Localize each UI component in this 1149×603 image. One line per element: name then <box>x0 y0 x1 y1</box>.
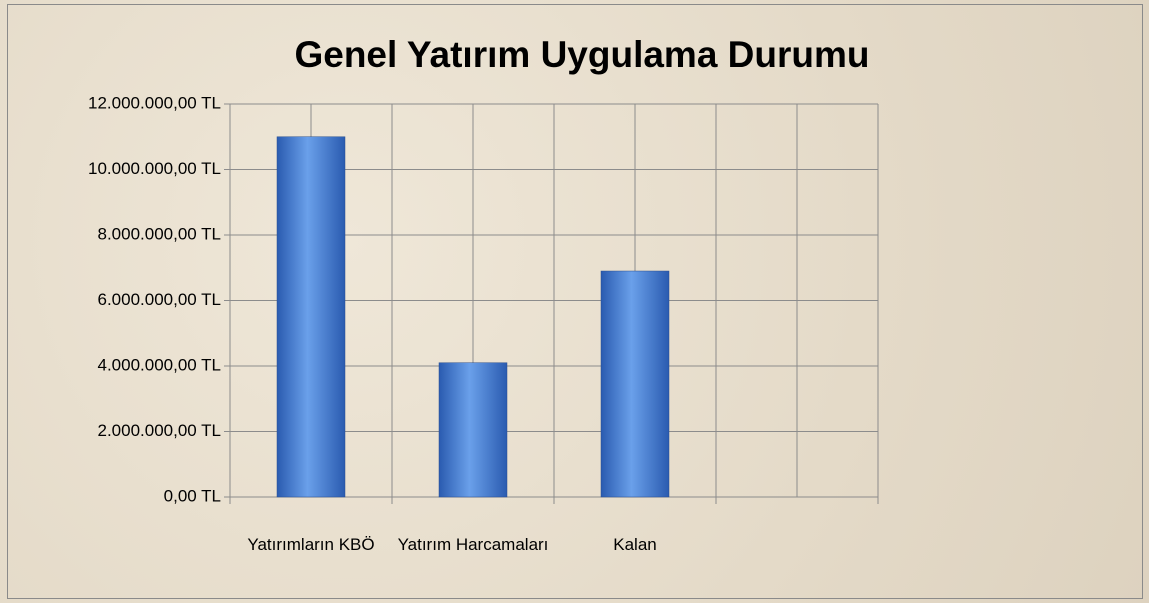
y-tick-label: 6.000.000,00 TL <box>97 290 221 309</box>
chart-title: Genel Yatırım Uygulama Durumu <box>294 34 869 75</box>
y-tick-label: 4.000.000,00 TL <box>97 355 221 374</box>
y-tick-label: 0,00 TL <box>164 486 221 505</box>
bar <box>438 362 508 498</box>
y-tick-label: 8.000.000,00 TL <box>97 224 221 243</box>
bar <box>600 270 670 498</box>
x-tick-label: Yatırımların KBÖ <box>247 535 375 554</box>
x-tick-label: Yatırım Harcamaları <box>397 535 549 554</box>
y-tick-label: 10.000.000,00 TL <box>88 159 221 178</box>
bar <box>276 136 346 498</box>
y-tick-label: 12.000.000,00 TL <box>88 93 221 112</box>
chart-border <box>7 4 1143 599</box>
y-tick-label: 2.000.000,00 TL <box>97 421 221 440</box>
x-tick-label: Kalan <box>613 535 657 554</box>
